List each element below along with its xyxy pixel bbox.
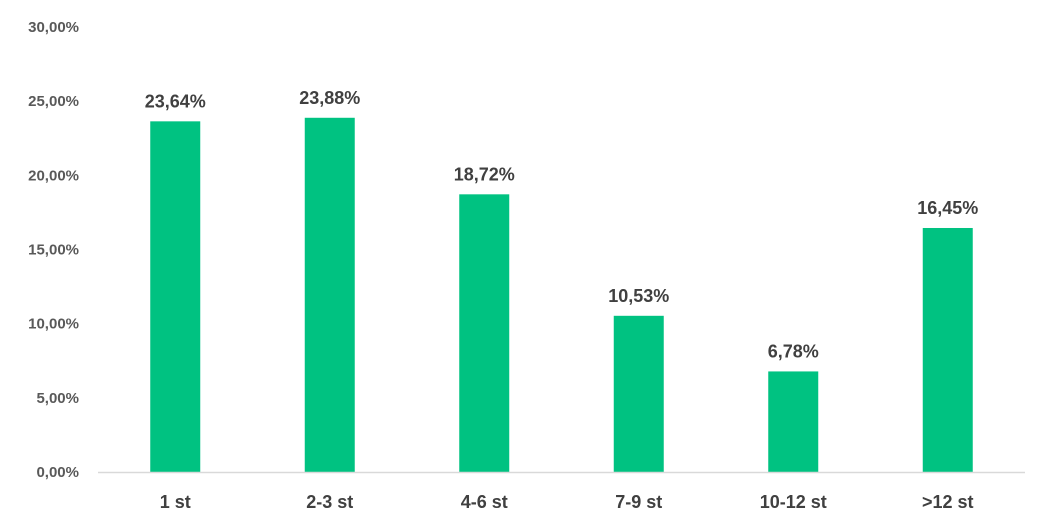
x-category-label: >12 st: [922, 492, 974, 512]
bar-data-label: 23,88%: [299, 88, 360, 108]
y-tick-label: 30,00%: [28, 19, 79, 36]
bar-data-label: 23,64%: [145, 91, 206, 111]
bar: [150, 121, 201, 472]
x-category-label: 2-3 st: [306, 492, 353, 512]
bar: [304, 117, 355, 472]
y-tick-label: 20,00%: [28, 167, 79, 184]
bar-data-label: 18,72%: [454, 164, 515, 184]
x-axis-categories: 1 st 2-3 st 4-6 st 7-9 st 10-12 st >12 st: [160, 492, 974, 512]
y-axis-ticks: 0,00% 5,00% 10,00% 15,00% 20,00% 25,00% 30,00%: [28, 19, 79, 481]
bar: [768, 371, 819, 472]
y-tick-label: 25,00%: [28, 93, 79, 110]
y-tick-label: 0,00%: [36, 464, 79, 481]
bar-data-label: 6,78%: [768, 341, 819, 361]
y-tick-label: 10,00%: [28, 316, 79, 333]
y-tick-label: 15,00%: [28, 242, 79, 259]
x-category-label: 4-6 st: [461, 492, 508, 512]
x-category-label: 7-9 st: [615, 492, 662, 512]
bar: [459, 194, 510, 472]
bar-data-label: 10,53%: [608, 286, 669, 306]
bar-series: [150, 117, 973, 472]
bar: [922, 227, 973, 472]
x-category-label: 10-12 st: [760, 492, 827, 512]
y-tick-label: 5,00%: [36, 390, 79, 407]
bar: [613, 315, 664, 472]
x-category-label: 1 st: [160, 492, 191, 512]
data-labels: 23,64% 23,88% 18,72% 10,53% 6,78% 16,45%: [145, 88, 979, 362]
bar-data-label: 16,45%: [917, 198, 978, 218]
